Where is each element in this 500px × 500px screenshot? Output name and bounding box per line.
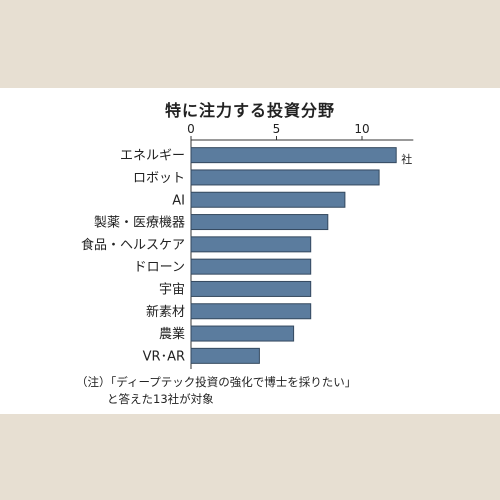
bar (190, 169, 380, 186)
category-label: 製薬・医療機器 (94, 216, 185, 231)
category-label: ロボット (133, 171, 185, 186)
bar (190, 258, 312, 275)
category-label: 宇宙 (159, 282, 185, 297)
chart-card: 特に注力する投資分野 0 5 10 エネルギーロボット AI 製薬・医療機器食品・ヘルスケ… (0, 88, 500, 414)
unit-label: 社 (401, 152, 412, 166)
bar (190, 303, 312, 320)
bar (190, 325, 295, 342)
bar (190, 214, 329, 231)
note-line-1: （注）「ディープテック投資の強化で博士を採りたい」 (76, 375, 357, 389)
category-label: エネルギー (120, 149, 185, 164)
chart-note: （注）「ディープテック投資の強化で博士を採りたい」 と答えた13社が対象 (76, 374, 356, 408)
bar (190, 280, 312, 297)
note-line-2: と答えた13社が対象 (107, 392, 214, 406)
bar (190, 147, 397, 164)
x-tick-label: 10 (354, 122, 369, 136)
category-label: 農業 (159, 326, 185, 342)
bar (190, 191, 346, 208)
bar (190, 236, 312, 253)
chart-title: 特に注力する投資分野 (164, 101, 335, 120)
category-label: ドローン (134, 260, 185, 275)
category-label: AI (172, 193, 185, 208)
x-tick-label: 0 (187, 122, 195, 136)
category-label: VR･AR (143, 349, 185, 364)
x-tick-label: 5 (273, 122, 281, 136)
category-label: 新素材 (146, 304, 185, 320)
category-label: 食品・ヘルスケア (81, 237, 185, 253)
bar (190, 347, 260, 364)
